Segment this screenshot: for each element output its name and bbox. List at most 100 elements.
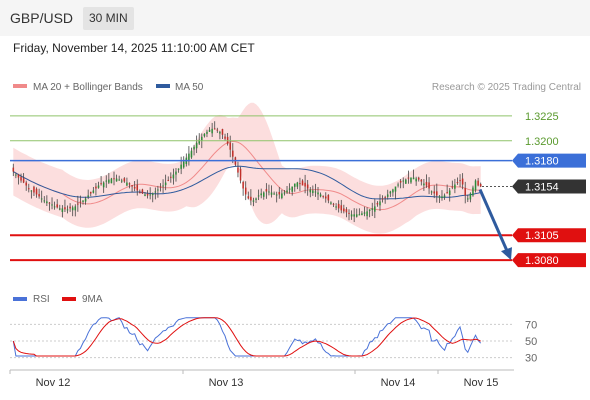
candle xyxy=(164,174,167,191)
candle xyxy=(74,204,77,217)
candle-body xyxy=(330,202,332,204)
candle xyxy=(314,183,317,197)
candle-body xyxy=(273,193,275,195)
candle xyxy=(255,197,257,204)
candle xyxy=(84,196,87,205)
rsi-legend-label: RSI xyxy=(33,294,50,305)
candle-body xyxy=(69,206,71,209)
candle-body xyxy=(154,191,157,193)
candle xyxy=(15,172,17,179)
candle-body xyxy=(149,194,151,196)
candle xyxy=(417,176,420,182)
candle xyxy=(348,209,350,221)
candle xyxy=(399,179,402,189)
bollinger-bands xyxy=(13,102,481,234)
timeframe-badge[interactable]: 30 MIN xyxy=(83,7,134,30)
candle-body xyxy=(164,182,167,186)
x-axis: Nov 12 Nov 13 Nov 14 Nov 15 xyxy=(9,370,498,389)
candle-body xyxy=(203,133,206,137)
candle xyxy=(216,127,219,133)
candle xyxy=(467,194,469,203)
candle-body xyxy=(244,187,247,195)
candle-body xyxy=(15,174,17,176)
candle xyxy=(126,177,128,187)
candle xyxy=(278,187,281,199)
candle xyxy=(436,183,438,203)
candle-body xyxy=(177,168,180,170)
candle xyxy=(208,127,211,132)
x-tick-label: Nov 14 xyxy=(381,377,416,389)
candle xyxy=(108,172,110,185)
candle-body xyxy=(402,180,405,182)
candle xyxy=(131,185,133,193)
forecast-arrow xyxy=(478,188,512,261)
candle xyxy=(144,192,146,197)
candle xyxy=(324,192,327,203)
candle-body xyxy=(381,198,384,200)
candle xyxy=(247,191,250,200)
candle xyxy=(115,174,118,182)
candle-body xyxy=(281,193,283,199)
rsi-line xyxy=(12,317,482,357)
candle-body xyxy=(397,184,399,186)
candle xyxy=(291,186,293,196)
chart-datetime: Friday, November 14, 2025 11:10:00 AM CE… xyxy=(13,41,255,55)
candle-body xyxy=(61,208,64,212)
candle-body xyxy=(38,194,40,197)
ma20-line xyxy=(13,140,481,211)
candle xyxy=(363,206,366,217)
candle-body xyxy=(368,209,371,211)
candle xyxy=(428,177,430,195)
candle-body xyxy=(363,212,366,214)
candle xyxy=(242,180,244,196)
candle xyxy=(268,184,270,196)
candle-body xyxy=(51,204,53,206)
candle xyxy=(82,200,84,205)
candle xyxy=(17,173,20,185)
candle xyxy=(469,192,472,203)
candle-body xyxy=(314,191,317,193)
candle xyxy=(327,194,330,204)
candle-body xyxy=(17,174,20,178)
candle xyxy=(281,189,283,200)
candle-body xyxy=(22,178,25,183)
candle xyxy=(296,181,299,190)
candle xyxy=(172,168,175,185)
candle-body xyxy=(211,128,213,134)
candle-body xyxy=(108,179,110,183)
level-tag xyxy=(512,228,586,243)
candle xyxy=(459,174,461,188)
candle xyxy=(193,144,195,156)
candle-body xyxy=(392,189,394,193)
candle-body xyxy=(188,153,190,162)
candle xyxy=(40,190,43,203)
rsi-tick-label: 30 xyxy=(525,353,537,365)
candle-body xyxy=(123,178,126,182)
candle-body xyxy=(374,206,376,212)
credit-label: Research © 2025 Trading Central xyxy=(432,82,581,93)
candle xyxy=(477,177,479,187)
candle xyxy=(188,146,190,166)
candle-body xyxy=(420,179,423,182)
x-tick-label: Nov 13 xyxy=(209,377,244,389)
candle xyxy=(275,191,278,203)
candle xyxy=(203,133,206,138)
candle xyxy=(423,179,425,191)
candle-body xyxy=(423,183,425,186)
candle xyxy=(170,172,172,183)
candle-body xyxy=(74,206,77,211)
candle-body xyxy=(477,180,479,186)
symbol-title: GBP/USD xyxy=(10,10,74,26)
candle xyxy=(159,183,162,192)
candle-body xyxy=(348,212,350,214)
candle-body xyxy=(232,150,234,157)
candle xyxy=(252,197,255,207)
rsi-ma-line xyxy=(12,317,481,357)
candle-body xyxy=(89,191,92,194)
rsi-ma-legend-swatch xyxy=(62,297,76,301)
candle-body xyxy=(33,186,35,193)
candle-body xyxy=(224,136,226,139)
candle-body xyxy=(459,180,461,182)
candle-body xyxy=(252,200,255,202)
candle-body xyxy=(361,213,363,216)
